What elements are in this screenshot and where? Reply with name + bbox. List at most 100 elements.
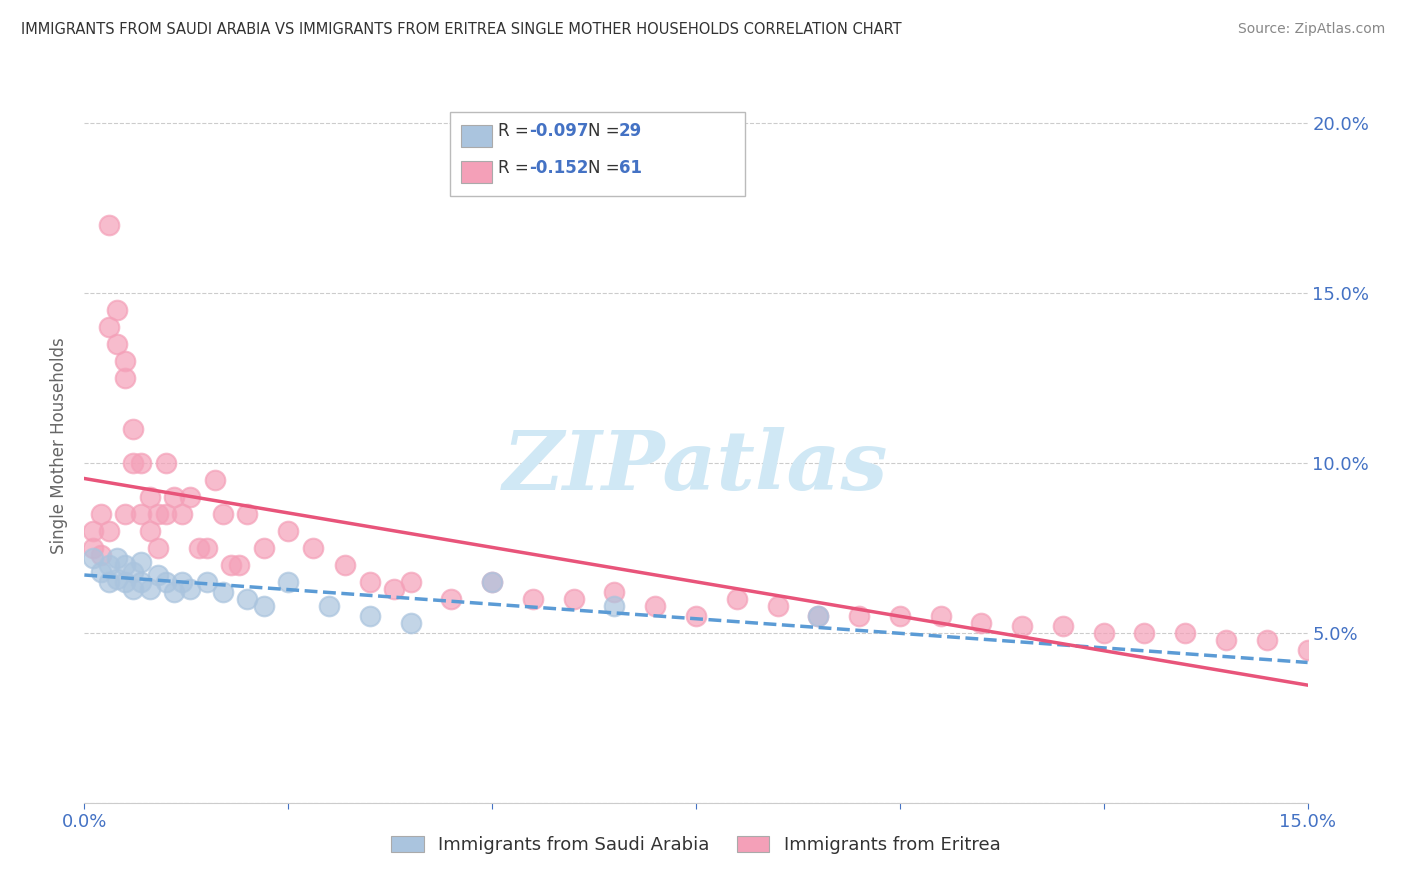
Text: R =: R = (498, 159, 534, 177)
Point (440, 591, 463, 606)
Point (155, 574, 177, 589)
Point (163, 585, 186, 599)
Point (82, 541, 104, 555)
Point (277, 524, 299, 538)
Text: N =: N = (588, 159, 624, 177)
Point (146, 568, 169, 582)
Point (131, 456, 153, 470)
Legend: Immigrants from Saudi Arabia, Immigrants from Eritrea: Immigrants from Saudi Arabia, Immigrants… (391, 836, 1001, 855)
Point (138, 524, 160, 538)
Point (114, 371, 136, 385)
Point (1133, 626, 1156, 640)
Text: -0.152: -0.152 (529, 159, 588, 177)
Point (1092, 626, 1115, 640)
Text: R =: R = (498, 122, 534, 140)
Point (399, 574, 422, 589)
Point (195, 541, 218, 555)
Point (359, 574, 381, 589)
Point (204, 473, 226, 487)
Point (236, 507, 259, 521)
Point (603, 599, 626, 613)
Point (359, 608, 381, 623)
Point (172, 574, 194, 589)
Point (172, 507, 194, 521)
Point (212, 507, 235, 521)
Point (929, 608, 952, 623)
Text: 61: 61 (619, 159, 641, 177)
Point (179, 490, 201, 504)
Text: Source: ZipAtlas.com: Source: ZipAtlas.com (1237, 22, 1385, 37)
Point (253, 541, 276, 555)
Point (105, 303, 128, 318)
Text: IMMIGRANTS FROM SAUDI ARABIA VS IMMIGRANTS FROM ERITREA SINGLE MOTHER HOUSEHOLDS: IMMIGRANTS FROM SAUDI ARABIA VS IMMIGRAN… (21, 22, 901, 37)
Point (131, 555, 153, 569)
Point (522, 591, 544, 606)
Point (219, 558, 242, 572)
Point (1011, 619, 1033, 633)
Point (122, 456, 145, 470)
Text: N =: N = (588, 122, 624, 140)
Point (114, 507, 136, 521)
Point (766, 599, 789, 613)
Point (155, 456, 177, 470)
Point (90, 565, 112, 579)
Point (1174, 626, 1197, 640)
Point (114, 574, 136, 589)
Point (179, 582, 201, 596)
Point (253, 599, 276, 613)
Point (97, 320, 120, 334)
Text: 29: 29 (619, 122, 643, 140)
Point (146, 541, 169, 555)
Point (195, 574, 218, 589)
Point (97, 524, 120, 538)
Point (105, 572, 128, 586)
Point (970, 615, 993, 630)
Point (725, 591, 748, 606)
Point (114, 558, 136, 572)
Point (122, 582, 145, 596)
Point (382, 582, 405, 596)
Point (97, 574, 120, 589)
Point (105, 337, 128, 351)
Point (212, 585, 235, 599)
Point (122, 422, 145, 436)
Point (481, 574, 503, 589)
Point (138, 582, 160, 596)
Text: ZIPatlas: ZIPatlas (503, 427, 889, 508)
Point (399, 615, 422, 630)
Point (105, 551, 128, 566)
Point (481, 574, 503, 589)
Point (1256, 632, 1278, 647)
Point (97, 558, 120, 572)
Point (187, 541, 209, 555)
Point (644, 599, 666, 613)
Point (848, 608, 870, 623)
Point (90, 507, 112, 521)
Point (807, 608, 830, 623)
Point (335, 558, 357, 572)
Point (146, 507, 169, 521)
Point (163, 490, 186, 504)
Point (131, 574, 153, 589)
Point (90, 548, 112, 562)
Point (301, 541, 323, 555)
Point (603, 585, 626, 599)
Point (155, 507, 177, 521)
Point (82, 524, 104, 538)
Point (318, 599, 340, 613)
Point (277, 574, 299, 589)
Point (685, 608, 707, 623)
Point (122, 565, 145, 579)
Point (889, 608, 911, 623)
Point (236, 591, 259, 606)
Point (131, 507, 153, 521)
Point (82, 551, 104, 566)
Point (114, 354, 136, 368)
Point (1296, 643, 1319, 657)
Point (97, 218, 120, 232)
Point (562, 591, 585, 606)
Point (1215, 632, 1237, 647)
Point (807, 608, 830, 623)
Text: -0.097: -0.097 (529, 122, 588, 140)
Point (228, 558, 250, 572)
